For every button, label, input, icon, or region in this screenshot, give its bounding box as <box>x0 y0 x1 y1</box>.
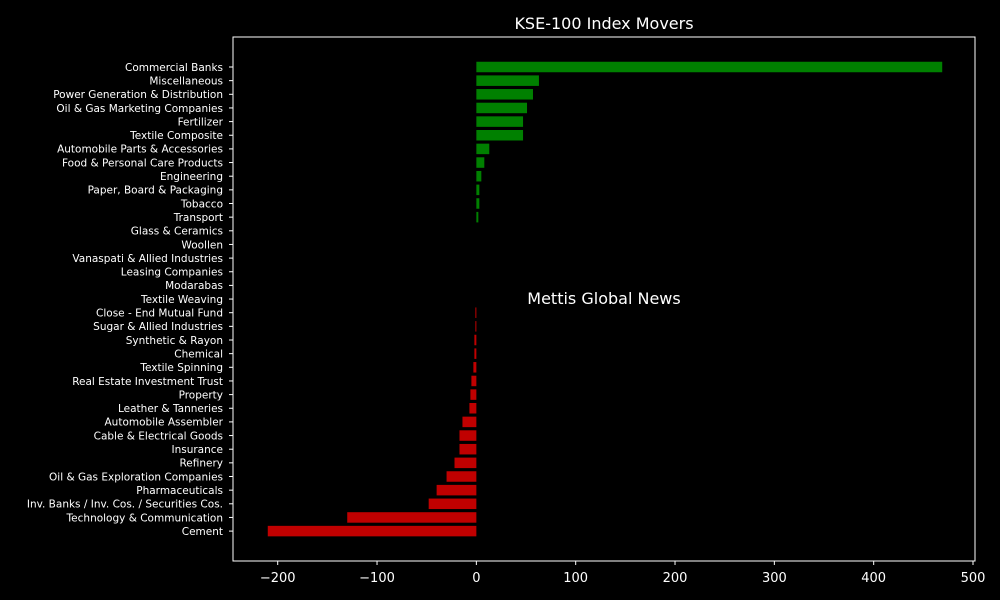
bar <box>476 198 480 209</box>
bar <box>476 61 943 73</box>
bar <box>474 348 477 359</box>
bar <box>476 211 479 223</box>
y-tick-label: Textile Composite <box>129 130 223 142</box>
bar <box>470 389 477 400</box>
y-tick-label: Glass & Ceramics <box>131 226 223 238</box>
y-tick-label: Automobile Parts & Accessories <box>57 144 223 156</box>
bar <box>347 512 477 523</box>
plot-area-frame <box>232 36 976 562</box>
bar <box>459 443 477 455</box>
bar <box>446 471 477 482</box>
y-tick-label: Insurance <box>171 444 223 456</box>
x-tick-label: −100 <box>359 571 395 586</box>
bar <box>267 525 477 537</box>
x-tick-label: 500 <box>961 571 986 586</box>
y-tick-label: Textile Spinning <box>139 362 223 374</box>
y-tick-label: Fertilizer <box>178 116 224 128</box>
y-tick-label: Leasing Companies <box>121 267 223 279</box>
watermark-annotation: Mettis Global News <box>527 289 680 308</box>
y-tick-label: Synthetic & Rayon <box>126 335 223 347</box>
y-tick-label: Oil & Gas Exploration Companies <box>49 471 223 483</box>
y-tick-label: Automobile Assembler <box>105 417 224 429</box>
y-tick-label: Real Estate Investment Trust <box>72 376 223 388</box>
y-tick-label: Leather & Tanneries <box>118 403 223 415</box>
y-tick-label: Woollen <box>181 239 223 251</box>
y-tick-label: Close - End Mutual Fund <box>96 308 223 320</box>
y-tick-label: Commercial Banks <box>125 62 223 74</box>
y-tick-label: Modarabas <box>165 280 223 292</box>
y-tick-label: Miscellaneous <box>149 75 223 87</box>
y-tick-label: Food & Personal Care Products <box>62 157 223 169</box>
y-tick-label: Chemical <box>174 348 223 360</box>
chart-title: KSE-100 Index Movers <box>514 14 693 33</box>
x-tick-label: 400 <box>861 571 886 586</box>
y-tick-label: Transport <box>173 212 223 224</box>
bar <box>473 362 477 373</box>
bar <box>476 143 490 155</box>
y-tick-label: Cable & Electrical Goods <box>94 430 223 442</box>
bar <box>454 457 477 469</box>
y-tick-label: Engineering <box>160 171 223 183</box>
bar <box>474 334 477 346</box>
bar <box>475 307 477 318</box>
bar <box>459 430 477 441</box>
bar <box>436 484 477 496</box>
bar <box>476 75 539 86</box>
bar <box>428 498 477 510</box>
y-tick-label: Textile Weaving <box>140 294 223 306</box>
y-tick-label: Inv. Banks / Inv. Cos. / Securities Cos. <box>27 499 223 511</box>
y-tick-label: Refinery <box>179 458 223 470</box>
bar <box>476 170 482 182</box>
x-tick-label: 300 <box>762 571 787 586</box>
x-tick-label: −200 <box>260 571 296 586</box>
y-tick-label: Sugar & Allied Industries <box>93 321 223 333</box>
bars <box>267 61 943 537</box>
x-tick-label: 100 <box>563 571 588 586</box>
bar <box>476 130 524 141</box>
y-tick-label: Cement <box>182 526 223 538</box>
bar <box>462 416 477 428</box>
x-tick-label: 200 <box>663 571 688 586</box>
y-tick-label: Vanaspati & Allied Industries <box>72 253 223 265</box>
y-tick-label: Tobacco <box>180 198 223 210</box>
bar <box>476 184 480 196</box>
y-tick-label: Oil & Gas Marketing Companies <box>56 103 223 115</box>
x-tick-label: 0 <box>472 571 480 586</box>
y-tick-label: Technology & Communication <box>66 512 223 524</box>
bar <box>476 102 528 114</box>
y-tick-label: Paper, Board & Packaging <box>88 185 223 197</box>
y-tick-label: Pharmaceuticals <box>136 485 223 497</box>
y-tick-label: Property <box>179 389 223 401</box>
bar <box>469 403 477 414</box>
bar <box>476 89 533 100</box>
bar <box>475 321 477 332</box>
y-tick-label: Power Generation & Distribution <box>53 89 223 101</box>
x-ticks: −200 −100 0 100 200 300 400 500 <box>260 561 986 586</box>
bar <box>476 157 485 168</box>
bar <box>476 116 524 127</box>
bar <box>471 375 477 387</box>
